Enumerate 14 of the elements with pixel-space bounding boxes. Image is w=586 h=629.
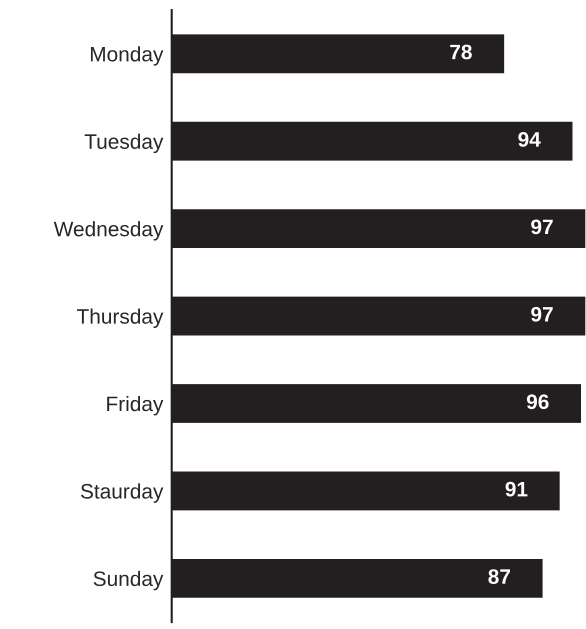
data-label: 97 [531,306,553,322]
data-label: 96 [526,394,549,410]
data-label: 78 [450,44,472,60]
data-label: 97 [531,219,553,234]
y-tick-label: Friday [107,396,164,416]
y-tick-label: Wednesday [54,221,164,241]
y-tick-label: Staurday [80,483,164,503]
data-label: 94 [518,132,541,147]
data-label: 91 [506,482,528,497]
y-tick-label: Thursday [76,308,164,328]
y-tick-label: Sunday [94,570,164,590]
data-label: 87 [488,569,510,584]
y-tick-label: Monday [90,46,164,66]
y-tick-label: Tuesday [84,134,164,154]
